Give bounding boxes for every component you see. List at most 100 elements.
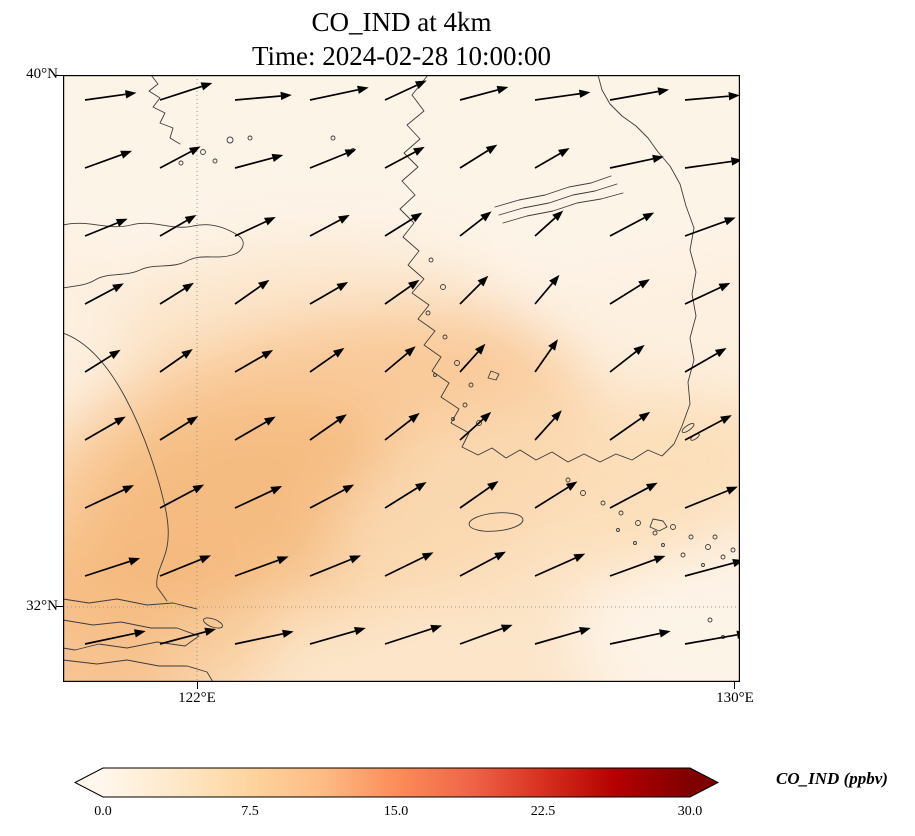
wind-arrow (384, 556, 425, 577)
wind-arrow-head (134, 629, 146, 638)
wind-arrow (534, 630, 581, 645)
island (200, 149, 206, 155)
wind-arrow-head (112, 283, 124, 293)
wind-arrow (384, 419, 412, 441)
coastline-yangtze-south (63, 659, 214, 682)
wind-arrow (459, 486, 490, 509)
wind-arrow-head (120, 150, 132, 159)
wind-arrow (459, 149, 489, 169)
wind-arrow (309, 630, 356, 645)
island (730, 547, 736, 553)
wind-arrow-head (335, 414, 347, 424)
island (707, 617, 713, 623)
wind-arrow-head (188, 146, 201, 156)
wind-arrow (159, 558, 202, 577)
wind-arrow-head (578, 89, 591, 98)
gridlines (63, 75, 740, 682)
wind-arrow (609, 216, 645, 237)
wind-arrow (234, 157, 273, 169)
island (212, 158, 218, 164)
wind-arrow (159, 150, 192, 169)
island (440, 284, 446, 290)
wind-arrow (309, 286, 340, 305)
wind-arrow-head (551, 410, 562, 422)
wind-arrow (384, 628, 432, 645)
wind-arrow (609, 284, 641, 305)
lat-tick-mark-32n (56, 606, 63, 607)
wind-arrow-head (336, 282, 349, 292)
island (442, 334, 448, 340)
wind-arrow-head (408, 412, 420, 423)
wind-arrow (84, 222, 118, 237)
wind-arrow (384, 151, 416, 169)
wind-arrow (84, 93, 126, 101)
wind-arrow-head (714, 348, 727, 358)
wind-arrow (534, 486, 569, 509)
wind-arrow-head (280, 91, 292, 101)
wind-arrow-head (342, 484, 355, 494)
island (688, 534, 694, 540)
wind-arrow-head (652, 154, 664, 163)
wind-arrow (84, 560, 130, 577)
wind-arrow (609, 558, 656, 577)
island (649, 518, 668, 532)
lat-tick-label-32n: 32°N (26, 598, 58, 614)
wind-arrow-head (332, 347, 345, 358)
colorbar-tick-label: 7.5 (241, 804, 259, 819)
wind-arrow (534, 417, 556, 441)
wind-arrow (384, 487, 418, 509)
wind-arrow-head (645, 482, 658, 492)
coastline-china-east (63, 332, 169, 602)
wind-arrow-head (494, 551, 506, 561)
wind-arrow-head (114, 416, 126, 426)
wind-arrow-head (633, 344, 645, 355)
wind-arrow-head (500, 624, 513, 633)
colorbar-bar (73, 767, 720, 798)
wind-arrow (309, 88, 359, 101)
coastline-korea (399, 75, 697, 463)
wind-arrow-head (487, 481, 499, 491)
wind-arrow-head (115, 218, 128, 227)
wind-arrow (84, 354, 112, 373)
island (600, 500, 606, 506)
island (705, 544, 711, 550)
wind-arrow (534, 152, 561, 169)
coastlines (63, 75, 736, 682)
wind-arrow (159, 631, 206, 645)
wind-arrow (684, 489, 728, 509)
wind-arrow-head (730, 157, 740, 166)
wind-arrow-head (264, 216, 276, 226)
island (487, 370, 500, 381)
island (712, 534, 718, 540)
wind-arrow-head (261, 350, 274, 360)
wind-arrow-head (638, 279, 650, 289)
wind-arrow (159, 488, 195, 509)
wind-arrow (234, 489, 273, 509)
field-bottom-wash (163, 580, 663, 682)
wind-arrow (234, 354, 265, 373)
wind-arrow-head (565, 481, 578, 491)
wind-arrow-head (199, 555, 211, 564)
island (425, 310, 431, 316)
wind-arrow-head (415, 482, 427, 492)
wind-arrow (384, 285, 411, 305)
wind-arrow-head (414, 80, 427, 90)
wind-arrow-head (573, 553, 586, 562)
wind-arrow (84, 287, 115, 305)
map-canvas (63, 75, 740, 682)
wind-arrow-head (653, 555, 666, 564)
wind-arrow (309, 558, 352, 577)
island (178, 160, 184, 166)
lon-tick-label-122e: 122°E (178, 690, 216, 706)
wind-arrow (84, 153, 122, 169)
wind-arrow-head (354, 627, 366, 636)
island (247, 135, 253, 141)
colorbar-title: CO_IND (ppbv) (776, 769, 888, 788)
coastline-shandong (63, 222, 244, 289)
wind-arrow-head (182, 282, 194, 293)
wind-arrow (684, 160, 732, 169)
wind-arrow (534, 217, 556, 237)
wind-arrow (159, 287, 186, 305)
wind-arrow (459, 627, 503, 645)
wind-arrow (459, 418, 484, 441)
